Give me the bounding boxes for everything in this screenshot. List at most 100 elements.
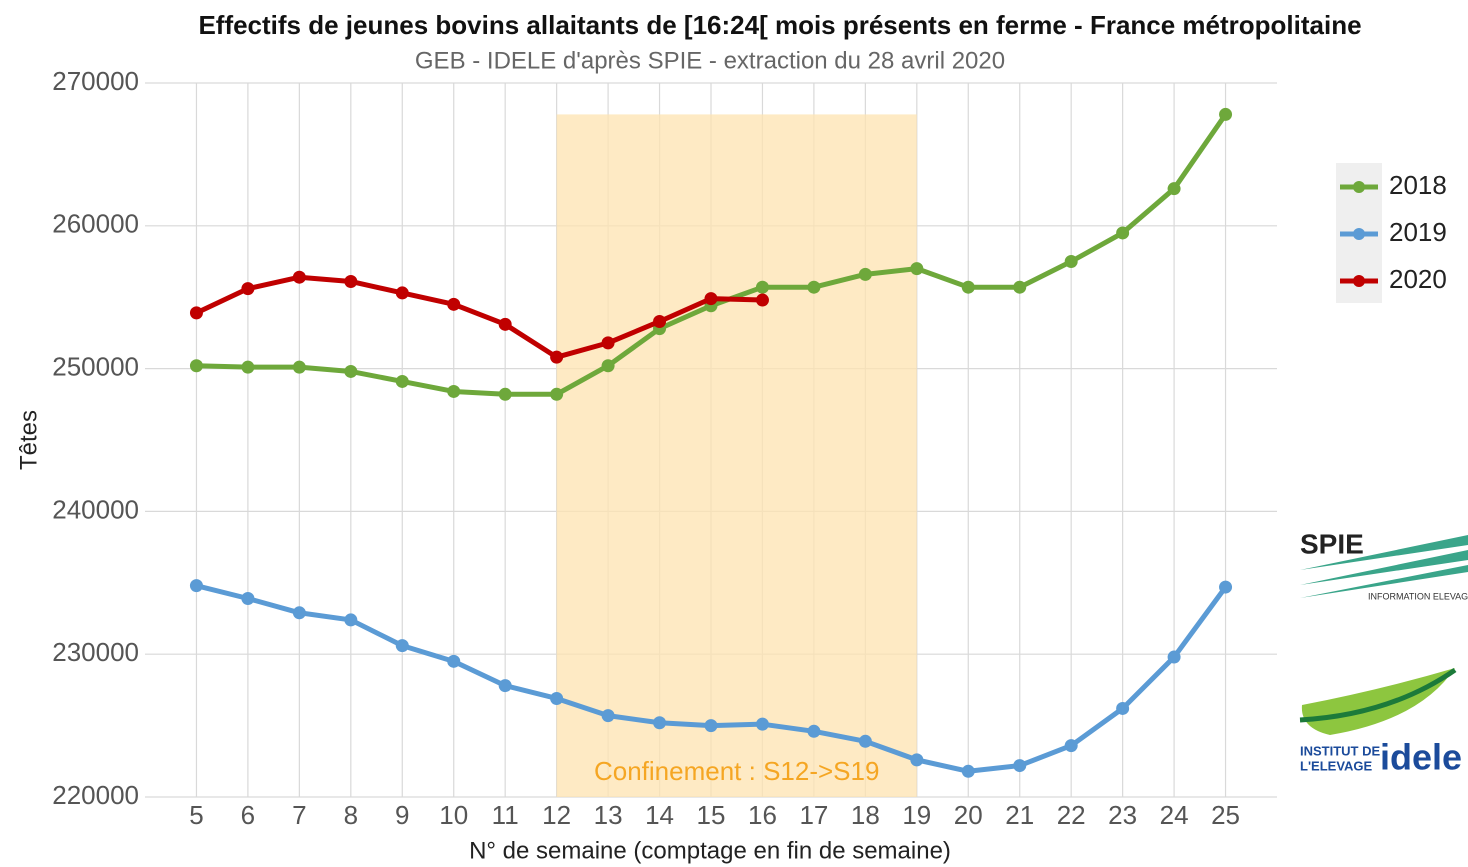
data-point [1116,701,1130,715]
logo-elevage: L'ELEVAGE [1300,758,1373,773]
data-point [292,606,306,620]
x-tick-label: 25 [1211,800,1240,830]
data-point [550,387,564,401]
y-tick-label: 230000 [52,637,139,667]
x-tick-label: 12 [542,800,571,830]
data-point [910,753,924,767]
data-point [189,359,203,373]
legend-key-point [1353,181,1365,193]
shaded-region [556,114,917,797]
data-point [601,709,615,723]
y-axis-label: Têtes [15,410,42,470]
data-point [1116,226,1130,240]
data-point [807,724,821,738]
x-tick-label: 16 [748,800,777,830]
logo-spie-rays [1300,535,1468,598]
data-point [1219,580,1233,594]
data-point [447,297,461,311]
data-point [910,262,924,276]
x-tick-label: 19 [902,800,931,830]
y-tick-label: 270000 [52,66,139,96]
x-tick-label: 24 [1160,800,1189,830]
data-point [498,679,512,693]
legend-key-point [1353,228,1365,240]
data-point [1219,107,1233,121]
logo-institut: INSTITUT DE [1300,743,1380,758]
x-tick-label: 11 [492,800,519,830]
legend-label: 2018 [1389,170,1447,200]
data-point [241,592,255,606]
data-point [858,734,872,748]
data-point [961,280,975,294]
data-point [344,274,358,288]
shaded-label: Confinement : S12->S19 [594,756,879,786]
x-tick-label: 8 [344,800,358,830]
x-tick-label: 17 [799,800,828,830]
data-point [755,293,769,307]
data-point [241,282,255,296]
data-point [1064,255,1078,268]
x-axis-label: N° de semaine (comptage en fin de semain… [469,837,951,864]
logo-idele: idele [1380,737,1462,778]
data-point [344,613,358,627]
chart-title: Effectifs de jeunes bovins allaitants de… [198,10,1361,40]
data-point [858,267,872,281]
x-tick-label: 7 [292,800,306,830]
data-point [550,350,564,364]
x-tick-label: 23 [1108,800,1137,830]
data-point [755,717,769,731]
x-tick-label: 5 [189,800,203,830]
data-point [550,691,564,705]
x-tick-label: 21 [1005,800,1034,830]
legend-label: 2020 [1389,264,1447,294]
data-point [292,270,306,284]
data-point [1013,280,1027,294]
data-point [292,360,306,374]
data-point [601,336,615,350]
series-line [195,274,763,360]
logo-spie-text: INFORMATION ELEVAGE [1368,591,1468,601]
data-point [1167,650,1181,664]
logo-idele-swoosh [1299,667,1457,723]
data-point [653,716,667,730]
chart-subtitle: GEB - IDELE d'après SPIE - extraction du… [415,47,1005,74]
data-point [807,280,821,294]
data-point [344,364,358,378]
logos: SPIE INFORMATION ELEVAGE INSTITUT DE L'E… [1299,528,1468,778]
legend: 2018 2019 2020 [1336,163,1447,303]
x-tick-label: 13 [594,800,623,830]
data-point [961,764,975,778]
data-point [498,387,512,401]
data-point [447,654,461,668]
x-tick-label: 20 [954,800,983,830]
logo-idele-leaf [1301,668,1455,735]
data-point [755,280,769,294]
data-point [189,579,203,593]
logo-spie: SPIE [1300,528,1364,559]
x-tick-label: 14 [645,800,674,830]
data-point [498,317,512,331]
plot: Confinement : S12->S19 [145,82,1277,798]
data-point [601,359,615,373]
x-tick-label: 22 [1057,800,1086,830]
x-tick-label: 9 [395,800,409,830]
x-tick-label: 18 [851,800,880,830]
legend-label: 2019 [1389,217,1447,247]
y-tick-label: 220000 [52,780,139,810]
legend-key-point [1353,275,1365,287]
data-point [1013,759,1027,773]
data-point [1167,182,1181,196]
data-point [395,286,409,300]
data-point [704,719,718,733]
data-point [1064,739,1078,753]
data-point [241,360,255,374]
data-point [395,639,409,653]
data-point [704,292,718,306]
x-tick-label: 10 [439,800,468,830]
y-tick-label: 260000 [52,209,139,239]
data-point [189,306,203,320]
y-tick-label: 240000 [52,494,139,524]
data-point [395,374,409,388]
data-point [447,384,461,398]
